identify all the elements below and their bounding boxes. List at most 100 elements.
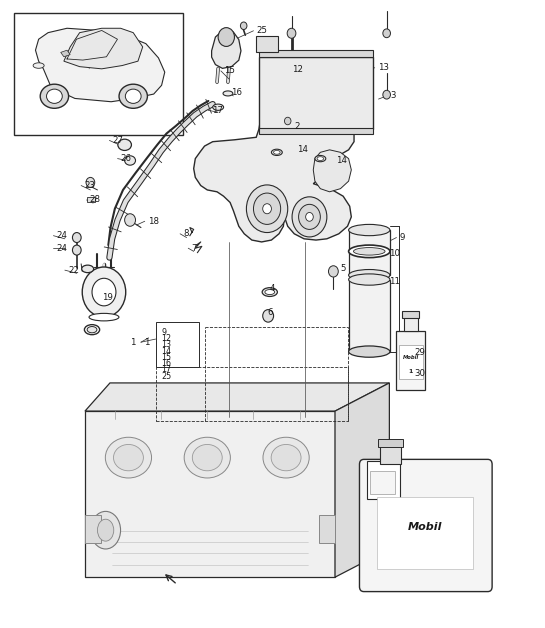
Text: 28: 28 <box>90 195 101 205</box>
Bar <box>371 470 395 494</box>
Text: 22: 22 <box>68 266 79 274</box>
Circle shape <box>292 197 327 237</box>
Polygon shape <box>85 411 335 577</box>
Circle shape <box>299 204 320 229</box>
Circle shape <box>218 28 234 46</box>
Ellipse shape <box>125 89 141 104</box>
Circle shape <box>263 310 274 322</box>
Polygon shape <box>85 383 389 411</box>
Text: 9: 9 <box>399 233 405 242</box>
Text: 16: 16 <box>161 359 171 368</box>
Ellipse shape <box>274 151 280 154</box>
Text: 14: 14 <box>336 156 347 165</box>
Ellipse shape <box>271 445 301 471</box>
Ellipse shape <box>125 156 136 165</box>
Bar <box>402 311 419 318</box>
Text: 30: 30 <box>414 369 426 378</box>
Circle shape <box>72 232 81 242</box>
Text: 24: 24 <box>57 231 68 240</box>
Bar <box>349 279 390 352</box>
Bar <box>396 331 425 391</box>
Circle shape <box>263 203 271 214</box>
Text: 1: 1 <box>130 338 136 347</box>
FancyBboxPatch shape <box>360 459 492 592</box>
Text: 2: 2 <box>295 121 300 131</box>
Circle shape <box>306 212 313 221</box>
Ellipse shape <box>87 327 97 333</box>
Text: 9: 9 <box>161 328 166 337</box>
Text: Mobil: Mobil <box>408 522 442 532</box>
Bar <box>378 497 473 569</box>
Circle shape <box>287 28 296 38</box>
Text: 3: 3 <box>390 92 396 100</box>
Text: 29: 29 <box>414 349 425 357</box>
Text: 25: 25 <box>161 372 171 381</box>
Bar <box>259 57 373 129</box>
Text: 12: 12 <box>161 334 171 343</box>
Ellipse shape <box>118 139 131 151</box>
Text: 1: 1 <box>408 369 413 374</box>
Ellipse shape <box>90 511 120 549</box>
Circle shape <box>284 117 291 125</box>
Bar <box>319 514 335 543</box>
Text: 25: 25 <box>257 26 268 35</box>
Ellipse shape <box>317 157 324 161</box>
Polygon shape <box>211 31 241 68</box>
Text: 14: 14 <box>298 145 308 154</box>
Polygon shape <box>193 104 354 242</box>
Circle shape <box>86 177 95 187</box>
Ellipse shape <box>265 290 275 295</box>
Ellipse shape <box>223 91 233 96</box>
Bar <box>380 446 401 464</box>
Text: 12: 12 <box>292 65 303 74</box>
Text: 18: 18 <box>148 217 159 225</box>
Ellipse shape <box>82 265 94 273</box>
Text: Mobil: Mobil <box>403 355 419 360</box>
Text: 26: 26 <box>121 154 132 163</box>
Text: 16: 16 <box>231 88 242 97</box>
Text: 24: 24 <box>57 244 68 252</box>
Ellipse shape <box>46 89 62 104</box>
Ellipse shape <box>315 156 326 162</box>
Text: 11: 11 <box>389 277 400 286</box>
Ellipse shape <box>184 437 231 478</box>
Bar <box>85 514 101 543</box>
Circle shape <box>383 29 390 38</box>
Ellipse shape <box>113 445 143 471</box>
Polygon shape <box>64 28 143 69</box>
Text: 5: 5 <box>340 264 346 273</box>
Ellipse shape <box>349 274 390 285</box>
Ellipse shape <box>105 437 152 478</box>
Text: 17: 17 <box>161 365 171 374</box>
Polygon shape <box>35 28 165 102</box>
Text: 1: 1 <box>144 338 150 347</box>
Bar <box>156 367 348 421</box>
Text: 13: 13 <box>161 340 171 349</box>
Text: 6: 6 <box>268 308 273 317</box>
Bar <box>367 461 400 499</box>
Bar <box>398 345 422 379</box>
Ellipse shape <box>349 224 390 236</box>
Ellipse shape <box>263 437 309 478</box>
Bar <box>259 50 373 57</box>
Ellipse shape <box>89 313 119 321</box>
Circle shape <box>253 193 281 224</box>
Circle shape <box>82 267 126 317</box>
Circle shape <box>92 278 116 306</box>
Circle shape <box>125 214 136 226</box>
Bar <box>403 317 417 331</box>
Ellipse shape <box>98 519 114 541</box>
Polygon shape <box>313 150 352 192</box>
Ellipse shape <box>40 84 69 108</box>
Circle shape <box>72 245 81 255</box>
Text: 13: 13 <box>378 63 389 72</box>
Circle shape <box>240 22 247 30</box>
Bar <box>87 197 95 202</box>
Ellipse shape <box>84 325 100 335</box>
Text: 27: 27 <box>113 136 124 145</box>
Ellipse shape <box>262 288 277 296</box>
Circle shape <box>383 90 390 99</box>
Ellipse shape <box>349 269 390 281</box>
Text: 14: 14 <box>161 347 171 355</box>
Text: 4: 4 <box>269 284 275 293</box>
